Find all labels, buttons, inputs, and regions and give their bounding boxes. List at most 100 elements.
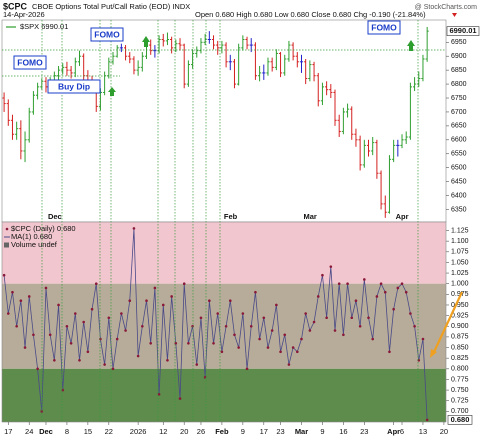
annotation: FOMO — [13, 55, 47, 70]
ratio-point — [312, 320, 316, 324]
y-tick-label: 6450 — [451, 178, 467, 185]
ratio-point — [208, 299, 211, 303]
ratio-point — [400, 282, 404, 286]
price-frame — [1, 19, 447, 223]
ratio-point — [249, 324, 253, 328]
legend-entry: $SPX 6990.01 — [20, 22, 68, 31]
x-tick-label: 23 — [360, 427, 368, 436]
ratio-panel: 0.700 0.725 0.750 0.775 0.800 0.825 0.850 0.875… — [1, 221, 473, 436]
ratio-point — [413, 324, 416, 328]
ratio-point — [392, 307, 395, 311]
ratio-point — [287, 363, 291, 366]
ratio-point — [245, 367, 249, 371]
x-tick-label: 15 — [84, 427, 92, 436]
x-tick-label: Mar — [295, 427, 308, 436]
ratio-point — [266, 346, 270, 349]
ratio-point — [19, 299, 23, 303]
x-tick-label: 9 — [320, 427, 324, 436]
up-arrow — [407, 40, 415, 51]
ratio-point — [333, 329, 337, 332]
ratio-point — [224, 324, 228, 328]
ratio-point — [283, 333, 287, 337]
x-tick-label: 13 — [419, 427, 427, 436]
legend-entry: $CPC (Daily) 0.680 — [11, 224, 76, 233]
annotation: FOMO — [367, 20, 401, 35]
x-tick-label: 12 — [159, 427, 167, 436]
y-tick-label: 6400 — [451, 192, 467, 199]
ratio-point — [220, 350, 224, 354]
ratio-point — [425, 418, 429, 422]
last-value-box — [447, 415, 473, 425]
x-tick-label: 26 — [197, 427, 205, 436]
stats: Open 0.680 High 0.680 Low 0.680 Close 0.… — [195, 10, 426, 19]
ratio-point — [237, 346, 240, 349]
annotation-text: FOMO — [371, 22, 397, 32]
ratio-point — [388, 350, 391, 354]
ratio-point — [90, 307, 94, 311]
ratio-point — [107, 316, 111, 320]
ratio-point — [36, 367, 39, 371]
ratio-point — [404, 290, 408, 294]
ratio-point — [44, 286, 48, 290]
ratio-point — [149, 341, 152, 345]
y-tick-label: 1.075 — [451, 249, 469, 256]
y-tick-label: 1.050 — [451, 259, 469, 266]
source: @ StockCharts.com — [415, 4, 478, 11]
y-tick-label: 0.800 — [451, 366, 469, 373]
y-tick-label: 0.775 — [451, 376, 469, 383]
x-tick-label: Dec — [39, 427, 53, 436]
ratio-point — [6, 312, 10, 315]
y-tick-label: 0.825 — [451, 355, 469, 362]
chart-title: CBOE Options Total Put/Call Ratio (EOD) … — [32, 2, 190, 11]
y-tick-label: 6700 — [451, 109, 467, 116]
ratio-point — [279, 350, 282, 354]
x-tick-label: 17 — [260, 427, 268, 436]
y-tick-label: 6850 — [451, 67, 467, 74]
ratio-point — [103, 363, 106, 366]
ratio-point — [57, 303, 60, 307]
y-tick-label: 0.875 — [451, 334, 469, 341]
ratio-point — [212, 341, 215, 345]
ratio-point — [2, 273, 6, 277]
x-tick-label: 17 — [4, 427, 12, 436]
ratio-point — [350, 316, 354, 320]
ratio-line — [3, 228, 428, 420]
ratio-point — [115, 337, 119, 341]
ratio-point — [337, 282, 341, 286]
y-tick-label: 1.000 — [451, 281, 469, 288]
ratio-point — [241, 312, 245, 315]
ratio-point — [166, 358, 169, 362]
x-tick-label: Mar — [303, 212, 316, 221]
ratio-point — [69, 341, 73, 345]
y-tick-label: 0.950 — [451, 302, 469, 309]
x-tick-label: 22 — [105, 427, 113, 436]
y-tick-label: 0.750 — [451, 387, 469, 394]
y-tick-label: 6350 — [451, 206, 467, 213]
y-tick-label: 6550 — [451, 151, 467, 158]
ratio-point — [291, 346, 295, 349]
y-tick-label: 6900 — [451, 53, 467, 60]
ratio-point — [124, 329, 127, 332]
annotation-text: FOMO — [94, 29, 120, 39]
ratio-point — [354, 299, 358, 303]
ratio-point — [199, 316, 203, 320]
legend-swatch — [4, 242, 9, 248]
ratio-point — [262, 316, 266, 320]
y-tick-label: 0.850 — [451, 344, 469, 351]
zone-band — [2, 222, 446, 284]
ratio-point — [94, 282, 98, 286]
annotation-text: Buy Dip — [58, 81, 90, 91]
x-tick-label: 23 — [276, 427, 284, 436]
ratio-point — [120, 312, 123, 315]
y-tick-label: 0.700 — [451, 408, 469, 415]
ratio-point — [228, 299, 232, 303]
y-tick-label: 6650 — [451, 123, 467, 130]
ratio-point — [132, 227, 136, 230]
ratio-point — [409, 312, 412, 315]
annotation-text: FOMO — [17, 57, 43, 67]
ratio-point — [86, 350, 90, 354]
y-tick-label: 6500 — [451, 165, 467, 172]
ratio-point — [174, 341, 178, 345]
y-tick-label: 1.025 — [451, 270, 469, 277]
ratio-point — [346, 282, 349, 286]
